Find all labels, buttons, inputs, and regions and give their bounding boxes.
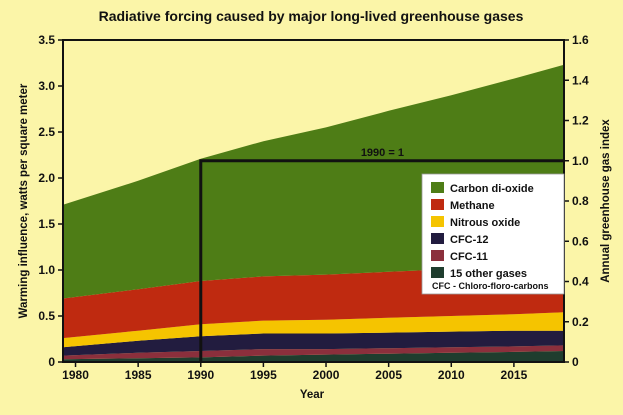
legend-swatch-nitrous-oxide <box>431 216 444 227</box>
y2-tick-label: 1.2 <box>572 114 589 128</box>
y2-tick-label: 1.6 <box>572 33 589 47</box>
area-cfc-11 <box>63 345 564 360</box>
area-nitrous-oxide <box>63 312 564 348</box>
x-axis-ticks: 1980 1985 1990 1995 2000 2005 2010 2015 <box>62 362 528 382</box>
x-axis-label: Year <box>300 389 325 401</box>
legend-swatch-15-other-gases <box>431 267 444 278</box>
y2-tick-label: 0.6 <box>572 234 589 248</box>
legend-label-carbon-di-oxide: Carbon di-oxide <box>450 183 534 195</box>
legend-label-15-other-gases: 15 other gases <box>450 268 527 280</box>
y2-axis-ticks: 0 0.2 0.4 0.6 0.8 1.0 1.2 1.4 1.6 <box>564 33 589 369</box>
y-tick-label: 1.5 <box>38 217 55 231</box>
y2-tick-label: 0.8 <box>572 194 589 208</box>
x-tick-label: 1995 <box>250 368 277 382</box>
reference-frame <box>199 159 564 362</box>
x-tick-label: 2015 <box>501 368 528 382</box>
y-tick-label: 2.5 <box>38 125 55 139</box>
legend-label-methane: Methane <box>450 200 495 212</box>
y2-tick-label: 1.0 <box>572 154 589 168</box>
legend: Carbon di-oxide Methane Nitrous oxide CFC-1… <box>421 173 565 295</box>
y-tick-label: 0 <box>48 355 55 369</box>
legend-box <box>421 173 565 295</box>
y-tick-label: 1.0 <box>38 263 55 277</box>
reference-label: 1990 = 1 <box>361 147 404 159</box>
y-tick-label: 3.5 <box>38 33 55 47</box>
y2-tick-label: 0.4 <box>572 275 589 289</box>
legend-label-cfc-11: CFC-11 <box>450 251 488 263</box>
x-tick-label: 1980 <box>62 368 89 382</box>
area-15-other-gases <box>63 351 564 362</box>
legend-note: CFC - Chloro-floro-carbons <box>432 281 549 291</box>
y-axis-ticks: 0 0.5 1.0 1.5 2.0 2.5 3.0 3.5 <box>38 33 63 369</box>
x-tick-label: 2005 <box>375 368 402 382</box>
x-tick-label: 1985 <box>125 368 152 382</box>
legend-label-cfc-12: CFC-12 <box>450 234 489 246</box>
y-tick-label: 3.0 <box>38 79 55 93</box>
x-tick-label: 2010 <box>438 368 465 382</box>
y2-tick-label: 0.2 <box>572 315 589 329</box>
y2-axis-label: Annual greenhouse gas index <box>600 119 612 283</box>
legend-swatch-methane <box>431 199 444 210</box>
area-cfc-12 <box>63 330 564 356</box>
y2-tick-label: 1.4 <box>572 73 589 87</box>
legend-swatch-carbon-di-oxide <box>431 182 444 193</box>
x-tick-label: 2000 <box>313 368 340 382</box>
y-tick-label: 2.0 <box>38 171 55 185</box>
y2-tick-label: 0 <box>572 355 579 369</box>
legend-swatch-cfc-12 <box>431 233 444 244</box>
y-tick-label: 0.5 <box>38 309 55 323</box>
x-tick-label: 1990 <box>187 368 214 382</box>
chart-title: Radiative forcing caused by major long-l… <box>99 8 524 24</box>
legend-label-nitrous-oxide: Nitrous oxide <box>450 217 520 229</box>
reference-line <box>199 159 564 362</box>
y-axis-label: Warming influence, watts per square mete… <box>18 83 30 318</box>
legend-swatch-cfc-11 <box>431 250 444 261</box>
